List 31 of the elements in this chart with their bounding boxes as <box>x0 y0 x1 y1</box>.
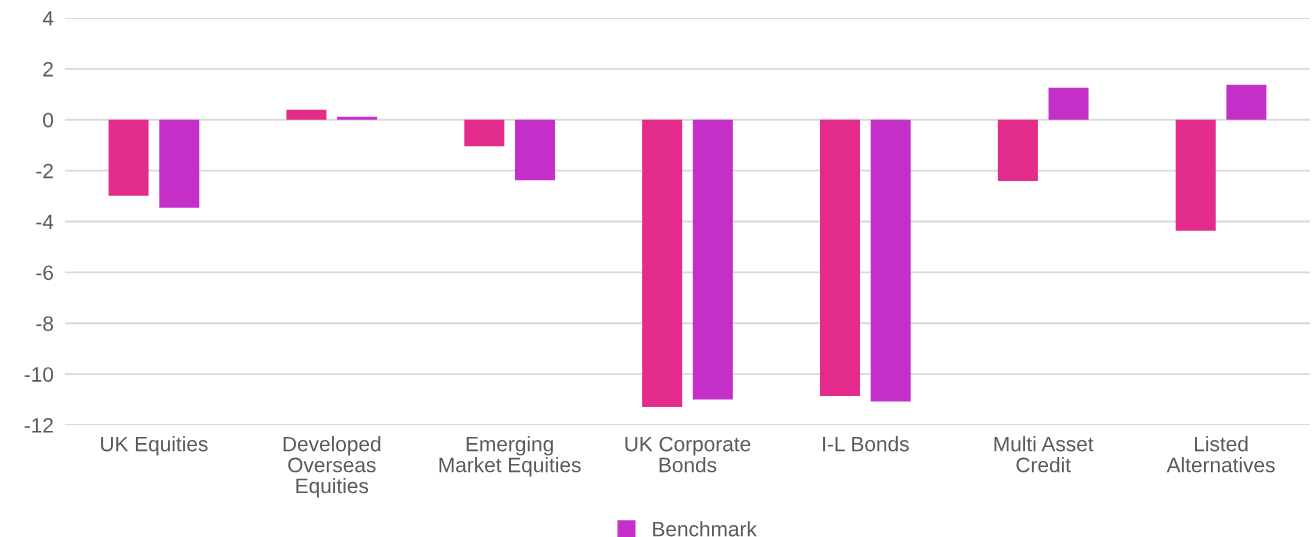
y-tick-label: 2 <box>43 61 53 77</box>
x-tick-label: I-L Bonds <box>823 436 909 452</box>
y-tick-label: -8 <box>36 316 53 331</box>
y-tick-label: -10 <box>24 367 54 382</box>
bar <box>159 119 200 208</box>
bar <box>514 119 555 181</box>
y-tick-label: 4 <box>42 11 54 26</box>
legend-label: Benchmark <box>653 521 757 537</box>
bar <box>870 119 911 402</box>
bar <box>642 119 683 407</box>
bar <box>1048 87 1089 120</box>
y-tick-label: -4 <box>36 214 54 230</box>
x-tick-label: Developed Overseas Equities <box>283 436 381 498</box>
bar <box>286 109 327 120</box>
bar <box>997 119 1038 182</box>
bar <box>464 119 505 147</box>
bar <box>820 119 861 396</box>
bar <box>692 119 733 400</box>
x-tick-label: Multi Asset Credit <box>994 436 1094 473</box>
x-tick-label: Emerging Market Equities <box>439 436 581 477</box>
y-tick-label: -2 <box>36 163 53 179</box>
x-tick-label: Listed Alternatives <box>1166 436 1275 473</box>
bar <box>1226 84 1267 120</box>
x-tick-label: UK Equities <box>101 436 208 456</box>
bar <box>108 119 149 196</box>
y-tick-label: 0 <box>43 112 54 128</box>
y-tick-label: -12 <box>24 418 53 433</box>
bar <box>337 116 378 120</box>
bar <box>1175 119 1216 231</box>
x-tick-label: UK Corporate Bonds <box>625 436 751 473</box>
y-tick-label: -6 <box>36 265 53 281</box>
